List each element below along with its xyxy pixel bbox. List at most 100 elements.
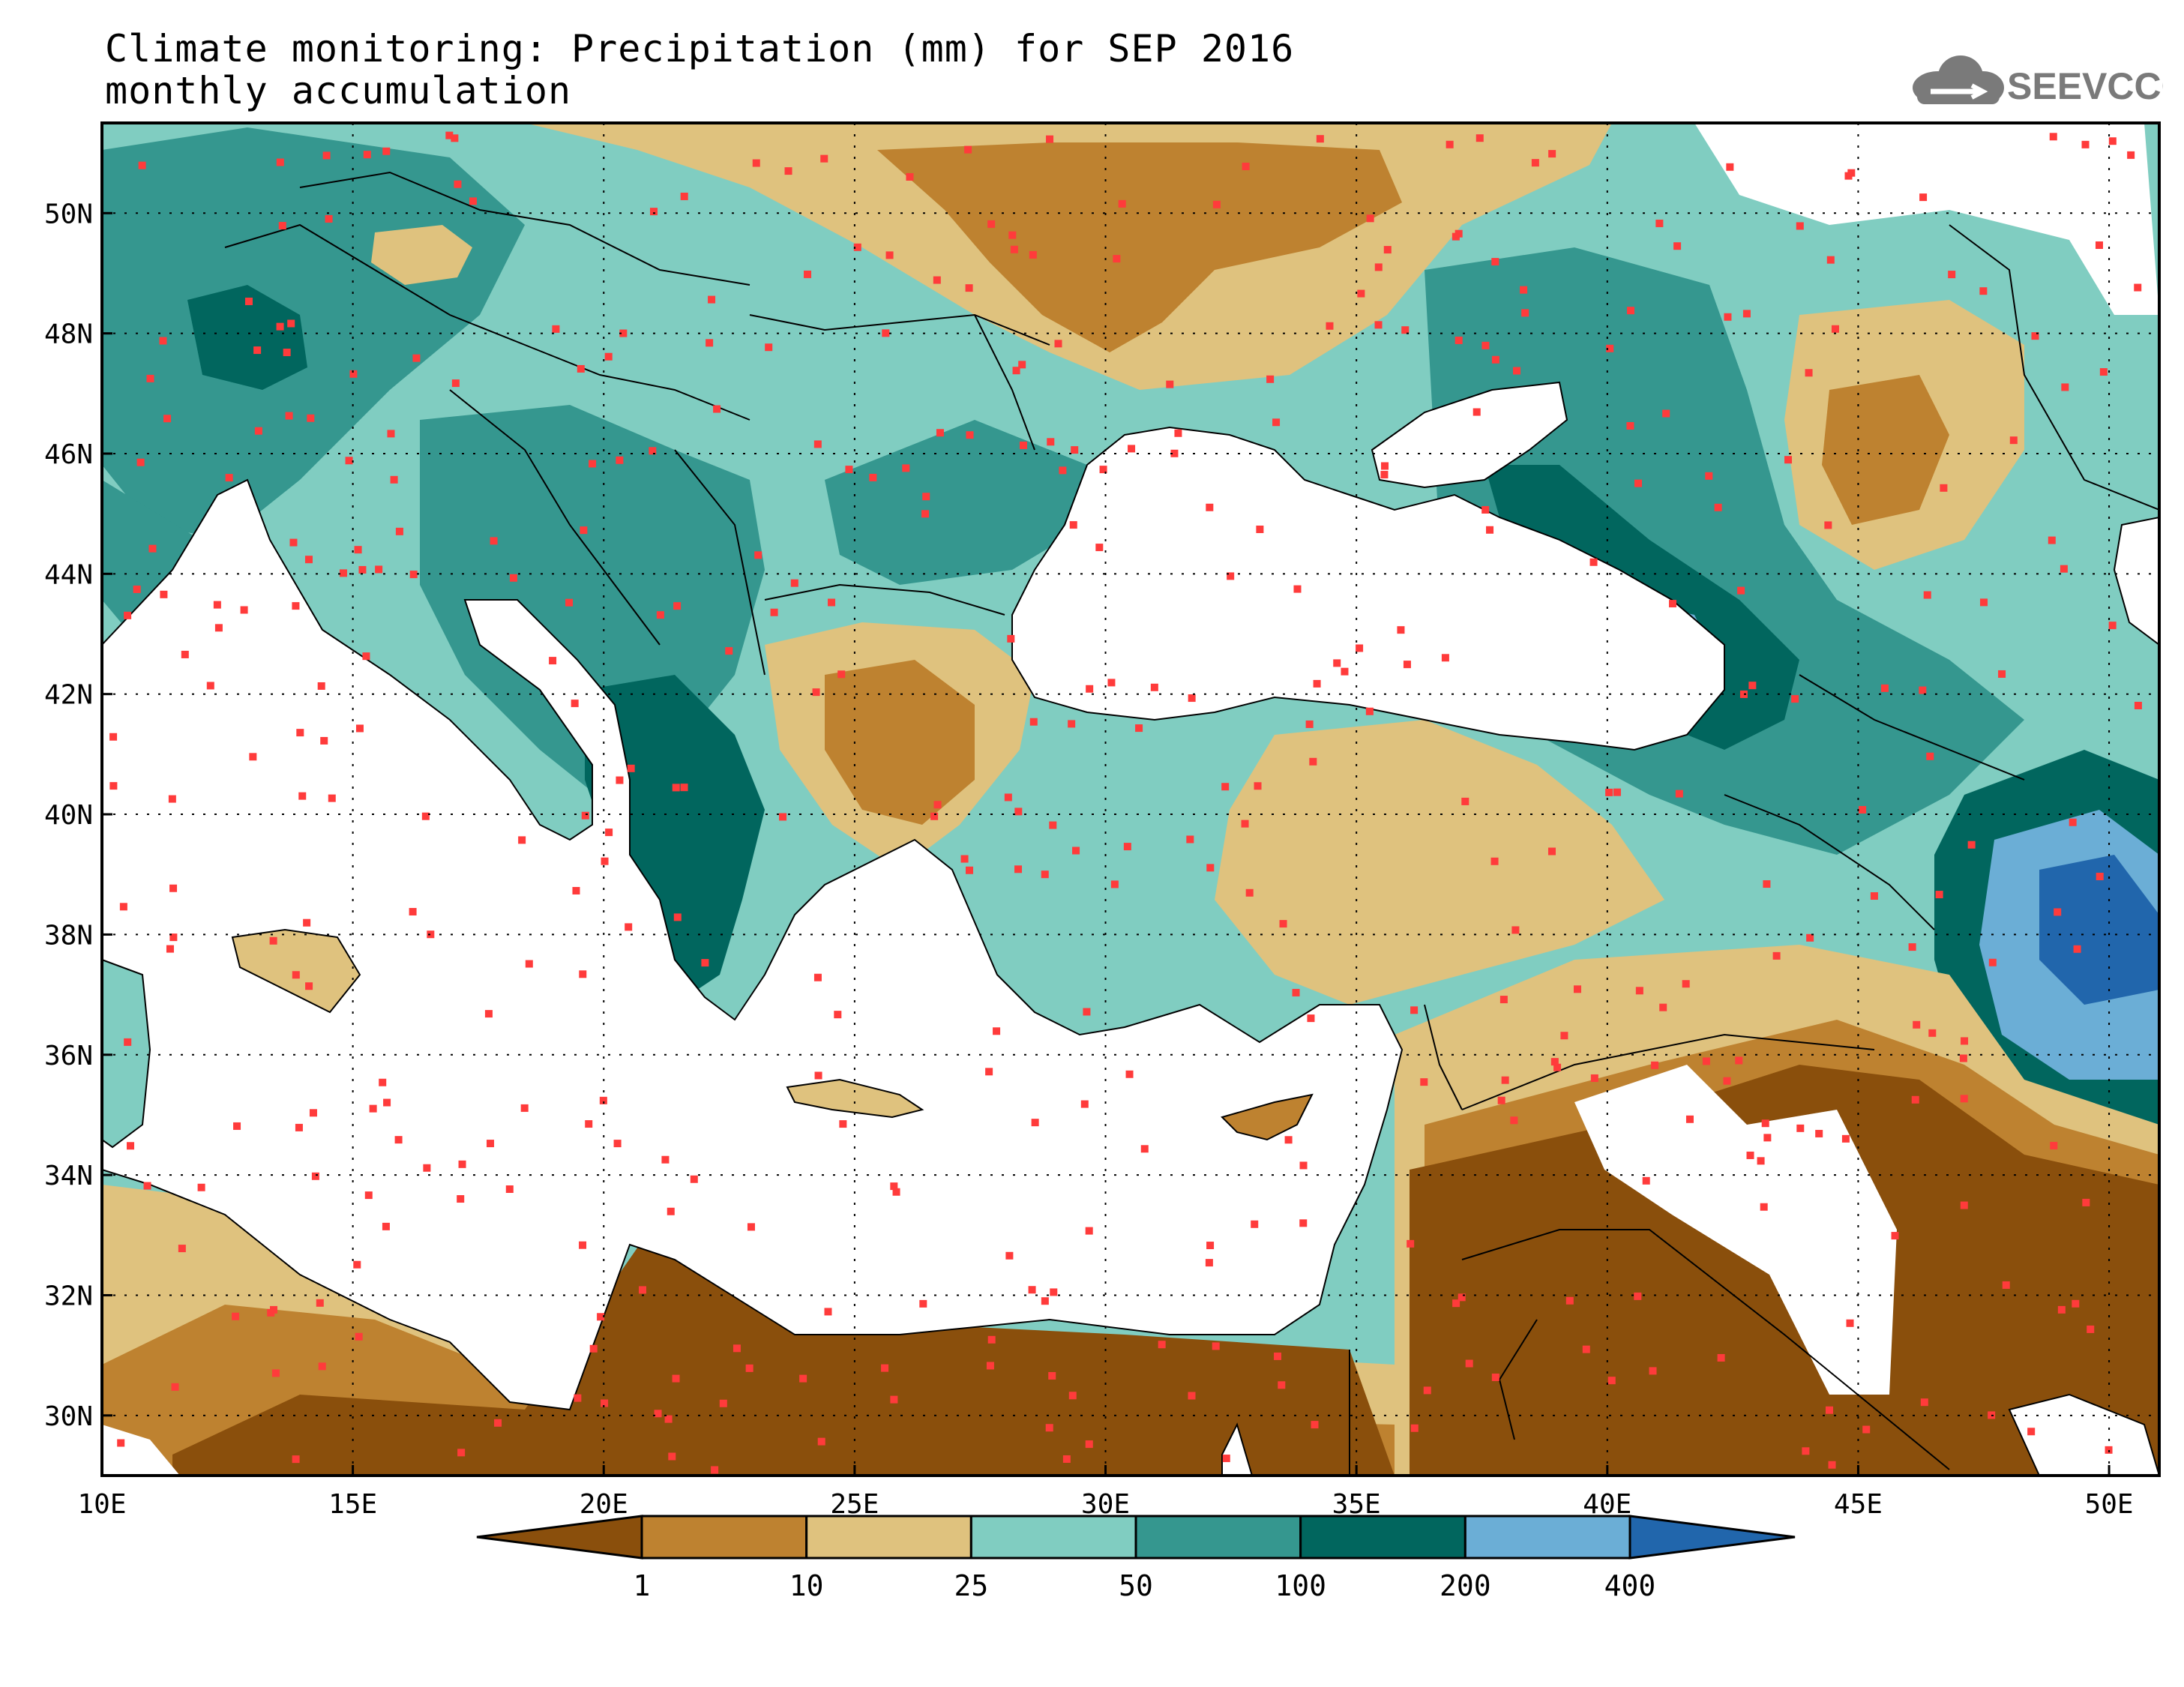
station-marker bbox=[445, 131, 454, 139]
station-marker bbox=[1041, 870, 1049, 879]
station-marker bbox=[124, 611, 132, 619]
station-marker bbox=[616, 776, 624, 784]
station-marker bbox=[1381, 462, 1389, 470]
station-marker bbox=[966, 431, 974, 439]
station-marker bbox=[1913, 1020, 1921, 1029]
station-marker bbox=[668, 1452, 676, 1461]
tick-label-lon: 35E bbox=[1332, 1489, 1381, 1520]
station-marker bbox=[178, 1245, 186, 1253]
tick-label-lon: 10E bbox=[77, 1489, 126, 1520]
station-marker bbox=[565, 598, 574, 607]
station-marker bbox=[2009, 436, 2018, 445]
colorbar-segment bbox=[1134, 1515, 1302, 1560]
station-marker bbox=[317, 682, 325, 690]
station-marker bbox=[1365, 707, 1374, 715]
station-marker bbox=[680, 192, 688, 200]
station-marker bbox=[1796, 1124, 1805, 1132]
station-marker bbox=[986, 1362, 994, 1370]
station-marker bbox=[1047, 438, 1055, 446]
station-marker bbox=[1004, 793, 1012, 802]
station-marker bbox=[890, 1395, 898, 1404]
station-marker bbox=[369, 1104, 377, 1113]
tick-label-lon: 40E bbox=[1583, 1489, 1631, 1520]
station-marker bbox=[325, 214, 333, 223]
station-marker bbox=[1326, 322, 1334, 330]
station-marker bbox=[1531, 159, 1539, 167]
station-marker bbox=[672, 1374, 680, 1383]
station-marker bbox=[1491, 258, 1499, 266]
station-marker bbox=[1031, 1119, 1039, 1127]
station-marker bbox=[124, 1038, 132, 1046]
station-marker bbox=[1305, 720, 1314, 728]
station-marker bbox=[168, 795, 176, 803]
station-marker bbox=[1007, 634, 1015, 643]
station-marker bbox=[1028, 1286, 1036, 1294]
station-marker bbox=[2072, 1299, 2080, 1308]
station-marker bbox=[307, 414, 315, 422]
station-marker bbox=[930, 812, 939, 820]
station-marker bbox=[1284, 1136, 1293, 1144]
station-marker bbox=[1062, 1455, 1071, 1464]
station-marker bbox=[457, 1449, 466, 1457]
station-marker bbox=[1928, 1029, 1937, 1037]
station-marker bbox=[1054, 340, 1062, 348]
station-marker bbox=[181, 650, 189, 658]
station-marker bbox=[1166, 380, 1174, 388]
tick-label-lat: 32N bbox=[44, 1281, 93, 1311]
station-marker bbox=[1772, 951, 1781, 960]
station-marker bbox=[549, 657, 557, 665]
station-marker bbox=[779, 813, 787, 821]
station-marker bbox=[1401, 326, 1410, 334]
station-marker bbox=[1266, 375, 1275, 383]
station-marker bbox=[813, 973, 822, 981]
station-marker bbox=[672, 784, 680, 792]
station-marker bbox=[1844, 172, 1853, 180]
station-marker bbox=[109, 733, 118, 741]
station-marker bbox=[1649, 1367, 1657, 1375]
station-marker bbox=[713, 405, 721, 413]
dry-zone-anatolia bbox=[1215, 720, 1664, 1005]
colorbar-segment bbox=[640, 1515, 808, 1560]
station-marker bbox=[133, 585, 141, 593]
tick-label-lon: 20E bbox=[580, 1489, 628, 1520]
station-marker bbox=[394, 1136, 403, 1144]
sea-persian-gulf bbox=[2008, 1393, 2159, 1476]
station-marker bbox=[936, 429, 944, 437]
station-marker bbox=[892, 1188, 900, 1196]
station-marker bbox=[745, 1364, 753, 1372]
gridlines bbox=[102, 123, 2159, 1476]
station-marker bbox=[253, 346, 262, 355]
station-marker bbox=[1497, 1096, 1505, 1104]
station-marker bbox=[701, 959, 709, 967]
station-marker bbox=[1245, 888, 1254, 897]
station-marker bbox=[1071, 446, 1079, 454]
station-marker bbox=[1095, 544, 1104, 552]
station-marker bbox=[1760, 1203, 1768, 1211]
colorbar-segment bbox=[1463, 1515, 1631, 1560]
station-marker bbox=[1212, 200, 1221, 208]
island-sicily bbox=[231, 928, 361, 1014]
colorbar-label: 1 bbox=[634, 1569, 651, 1602]
colorbar-label: 200 bbox=[1440, 1569, 1491, 1602]
station-marker bbox=[966, 866, 974, 874]
station-marker bbox=[146, 374, 154, 382]
station-marker bbox=[451, 379, 460, 388]
station-marker bbox=[1659, 1003, 1667, 1011]
station-marker bbox=[784, 167, 792, 175]
dry-core-thrace bbox=[825, 660, 975, 825]
station-marker bbox=[1802, 1447, 1810, 1455]
station-marker bbox=[616, 456, 624, 464]
station-marker bbox=[322, 151, 331, 160]
station-marker bbox=[1455, 229, 1463, 238]
station-marker bbox=[1742, 310, 1751, 318]
station-marker bbox=[1309, 757, 1317, 766]
station-marker bbox=[1206, 1242, 1215, 1250]
station-marker bbox=[339, 569, 347, 577]
station-marker bbox=[2048, 536, 2056, 544]
station-marker bbox=[271, 1369, 280, 1377]
station-marker bbox=[169, 884, 178, 892]
station-marker bbox=[1959, 1054, 1967, 1062]
station-marker bbox=[1072, 846, 1080, 855]
extreme-wet-iran bbox=[2039, 855, 2159, 1005]
station-marker bbox=[1967, 841, 1976, 849]
